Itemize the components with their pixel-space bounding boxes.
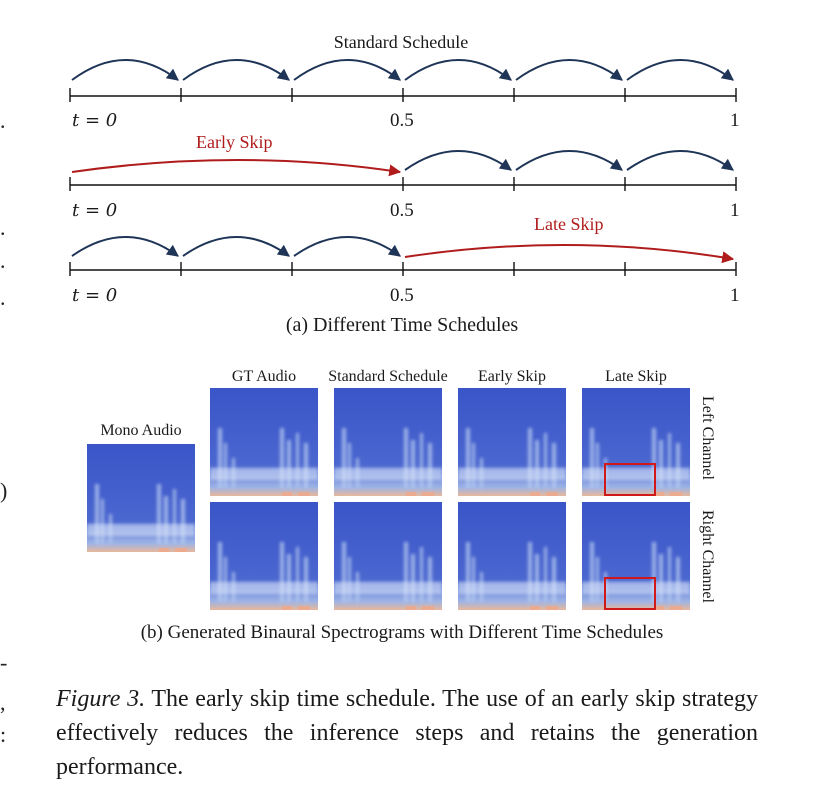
margin-char: - — [0, 650, 8, 675]
spectrogram-standard-left — [334, 388, 442, 496]
spectrogram-late-right — [582, 502, 690, 610]
spectrogram-gt-right — [210, 502, 318, 610]
late-skip-arrow — [404, 243, 735, 264]
margin-char: . — [0, 285, 6, 310]
step-arrow — [404, 150, 512, 171]
step-arrow — [293, 236, 401, 257]
margin-char: : — [0, 722, 7, 747]
column-header-late-skip: Late Skip — [605, 368, 667, 385]
early-skip-arrow — [71, 159, 402, 177]
mono-audio-spectrogram — [87, 444, 195, 552]
margin-char: . — [0, 248, 6, 273]
late-skip-row — [69, 236, 737, 276]
margin-char: , — [0, 690, 6, 715]
highlight-box — [604, 577, 656, 610]
step-arrow — [182, 59, 290, 81]
step-arrow — [71, 236, 179, 257]
caption-label: Figure 3. — [56, 686, 146, 712]
schedule-diagram — [69, 59, 737, 276]
row-label-left-channel: Left Channel — [699, 396, 716, 480]
tick-label-mid: 0.5 — [390, 285, 414, 306]
standard-schedule-title: Standard Schedule — [333, 32, 469, 52]
tick-label-start: t = 0 — [72, 285, 118, 306]
step-arrow — [626, 150, 734, 171]
subcaption-b: (b) Generated Binaural Spectrograms with… — [140, 622, 664, 643]
column-header-standard-schedule: Standard Schedule — [328, 368, 448, 385]
spectrogram-early-left — [458, 388, 566, 496]
figure-caption: Figure 3. The early skip time schedule. … — [56, 682, 758, 784]
step-arrow — [515, 59, 623, 81]
early-skip-row — [69, 150, 737, 191]
column-header-gt-audio: GT Audio — [231, 368, 297, 385]
early-skip-label: Early Skip — [196, 132, 273, 152]
tick-label-start: t = 0 — [72, 200, 118, 221]
tick-label-end: 1 — [730, 285, 740, 306]
tick-label-mid: 0.5 — [390, 110, 414, 131]
step-arrow — [71, 59, 179, 81]
margin-char: ) — [0, 478, 8, 503]
spectrogram-standard-right — [334, 502, 442, 610]
spectrogram-early-right — [458, 502, 566, 610]
spectrogram-gt-left — [210, 388, 318, 496]
margin-char: . — [0, 108, 6, 133]
step-arrow — [182, 236, 290, 257]
tick-label-end: 1 — [730, 200, 740, 221]
step-arrow — [515, 150, 623, 171]
step-arrow — [626, 59, 734, 81]
margin-char: . — [0, 215, 6, 240]
caption-text: The early skip time schedule. The use of… — [56, 686, 758, 780]
column-header-early-skip: Early Skip — [478, 368, 546, 385]
step-arrow — [293, 59, 401, 81]
subcaption-a: (a) Different Time Schedules — [285, 314, 519, 336]
step-arrow — [404, 59, 512, 81]
row-label-right-channel: Right Channel — [699, 510, 716, 603]
spectrogram-late-left — [582, 388, 690, 496]
tick-label-start: t = 0 — [72, 110, 118, 131]
mono-audio-label: Mono Audio — [100, 422, 182, 439]
late-skip-label: Late Skip — [534, 214, 604, 234]
standard-schedule-row — [69, 59, 737, 102]
highlight-box — [604, 463, 656, 496]
tick-label-end: 1 — [730, 110, 740, 131]
tick-label-mid: 0.5 — [390, 200, 414, 221]
